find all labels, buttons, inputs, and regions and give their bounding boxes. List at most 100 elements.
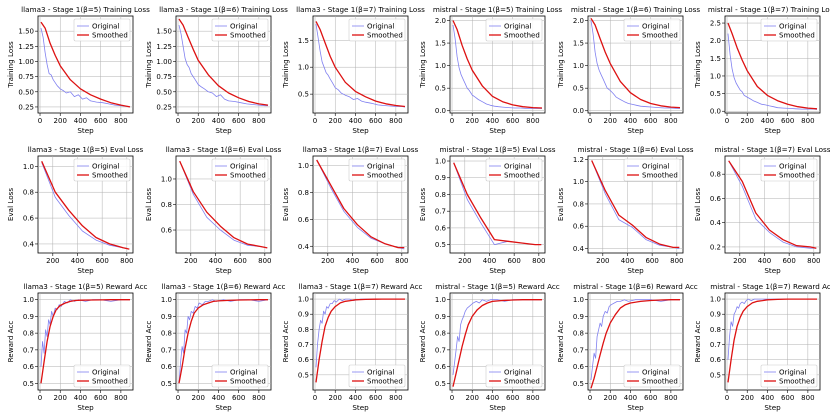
x-tick-label: 400 [758, 257, 771, 265]
x-tick-label: 800 [252, 394, 265, 402]
y-axis-label: Training Loss [418, 41, 427, 89]
x-tick-label: 400 [624, 394, 637, 402]
x-axis-label: Step [627, 126, 644, 135]
x-tick-label: 800 [114, 117, 127, 125]
legend-label: Original [642, 23, 669, 31]
x-tick-label: 200 [604, 117, 617, 125]
y-tick-label: 2.0 [573, 17, 584, 25]
legend-label: Original [504, 23, 531, 31]
series-line-smoothed [728, 160, 817, 249]
y-tick-label: 0.8 [710, 171, 721, 179]
x-tick-label: 0 [176, 394, 180, 402]
x-axis-label: Step [764, 403, 781, 412]
series-line-smoothed [727, 22, 818, 110]
y-tick-label: 0.9 [435, 174, 446, 182]
series-line-smoothed [590, 299, 680, 389]
chart-title: mistral - Stage 1(β=5) Training Loss [433, 5, 562, 14]
y-axis-label: Training Loss [693, 41, 702, 89]
x-tick-label: 400 [486, 117, 499, 125]
y-tick-label: 0.7 [298, 341, 309, 349]
y-axis-label: Eval Loss [6, 188, 15, 222]
chart-panel: 0 200 400 600 800 0.25 0.50 0.75 1.00 1.25 1.50 lla… [144, 5, 288, 135]
x-tick-label: 200 [733, 257, 746, 265]
x-tick-label: 600 [232, 117, 245, 125]
x-tick-label: 800 [801, 394, 814, 402]
chart-panel: 200 400 600 800 0.5 0.6 0.7 0.8 0.9 1.0 mistral - … [418, 145, 556, 275]
y-tick-label: 0.6 [298, 356, 310, 364]
y-tick-label: 0.7 [161, 346, 172, 354]
legend-label: Original [779, 23, 806, 31]
series-line-smoothed [452, 299, 542, 387]
x-axis-label: Step [352, 266, 369, 275]
chart-title: mistral - Stage 1(β=7) Reward Acc [710, 282, 830, 291]
y-axis-label: Training Loss [281, 41, 290, 89]
x-tick-label: 200 [466, 117, 479, 125]
y-tick-label: 1.5 [435, 40, 446, 48]
chart-title: llama3 - Stage 1(β=7) Eval Loss [303, 145, 419, 154]
series-line-smoothed [727, 298, 817, 383]
y-axis-label: Reward Acc [144, 321, 153, 363]
y-tick-label: 0.0 [573, 107, 584, 115]
y-tick-label: 0.8 [573, 200, 584, 208]
y-tick-label: 0.6 [161, 363, 173, 371]
y-tick-label: 0.5 [298, 91, 309, 99]
x-tick-label: 600 [644, 117, 657, 125]
x-tick-label: 400 [486, 394, 499, 402]
chart-panel: 0 200 400 600 800 0.5 0.6 0.7 0.8 0.9 1.0 mistral -… [418, 282, 560, 412]
x-tick-label: 400 [74, 394, 87, 402]
x-tick-label: 800 [114, 394, 127, 402]
legend-label: Original [504, 163, 531, 171]
y-tick-label: 0.2 [710, 243, 721, 251]
y-tick-label: 1.50 [156, 28, 172, 36]
chart-panel: 0 200 400 600 800 0.5 0.6 0.7 0.8 0.9 1.0 mistral -… [556, 282, 698, 412]
legend-label: Smoothed [504, 32, 540, 40]
series-line-smoothed [178, 299, 268, 384]
y-tick-label: 0.8 [161, 201, 172, 209]
chart-panel: 0 200 400 600 800 0.5 0.6 0.7 0.8 0.9 1.0 mistral -… [693, 282, 830, 412]
chart-panel: 0 200 400 600 800 0.5 1.0 1.5 llama3 - Stage 1(β… [281, 5, 425, 135]
y-tick-label: 0.6 [161, 227, 173, 235]
x-tick-label: 400 [349, 394, 362, 402]
series-line-original [452, 299, 542, 375]
x-tick-label: 600 [95, 257, 108, 265]
chart-title: llama3 - Stage 1(β=5) Training Loss [21, 5, 150, 14]
legend-label: Smoothed [642, 32, 678, 40]
legend-label: Smoothed [779, 378, 815, 386]
y-axis-label: Eval Loss [144, 188, 153, 222]
y-axis-label: Eval Loss [418, 188, 427, 222]
chart-panel: 0 200 400 600 800 0.5 0.6 0.7 0.8 0.9 1.0 llama3 - … [6, 282, 148, 412]
y-tick-label: 0.25 [156, 103, 172, 111]
y-tick-label: 0.6 [573, 363, 585, 371]
x-tick-label: 0 [38, 394, 42, 402]
y-tick-label: 0.8 [161, 330, 172, 338]
chart-panel: 0 200 400 600 800 0.0 0.5 1.0 1.5 2.0 mistral - St… [418, 5, 562, 135]
chart-panel: 200 400 600 800 0.4 0.6 0.8 1.0 llama3 - Stage 1… [281, 145, 418, 275]
y-axis-label: Training Loss [144, 41, 153, 89]
x-tick-label: 400 [621, 257, 634, 265]
y-axis-label: Training Loss [556, 41, 565, 89]
y-tick-label: 0.25 [18, 103, 34, 111]
x-tick-label: 200 [54, 117, 67, 125]
x-tick-label: 0 [588, 117, 592, 125]
x-tick-label: 600 [781, 394, 794, 402]
y-tick-label: 0.8 [298, 189, 309, 197]
y-tick-label: 0.8 [23, 330, 34, 338]
y-tick-label: 0.8 [435, 330, 446, 338]
y-tick-label: 2.0 [435, 17, 446, 25]
chart-title: mistral - Stage 1(β=6) Eval Loss [577, 145, 693, 154]
y-tick-label: 1.5 [573, 40, 584, 48]
chart-title: llama3 - Stage 1(β=7) Training Loss [296, 5, 425, 14]
y-tick-label: 0.6 [573, 223, 585, 231]
chart-title: llama3 - Stage 1(β=7) Reward Acc [299, 282, 423, 291]
x-tick-label: 400 [483, 257, 496, 265]
x-tick-label: 600 [507, 257, 520, 265]
y-tick-label: 0.5 [435, 380, 446, 388]
series-line-smoothed [178, 18, 269, 106]
y-tick-label: 1.0 [573, 62, 584, 70]
y-tick-label: 0.50 [156, 88, 172, 96]
